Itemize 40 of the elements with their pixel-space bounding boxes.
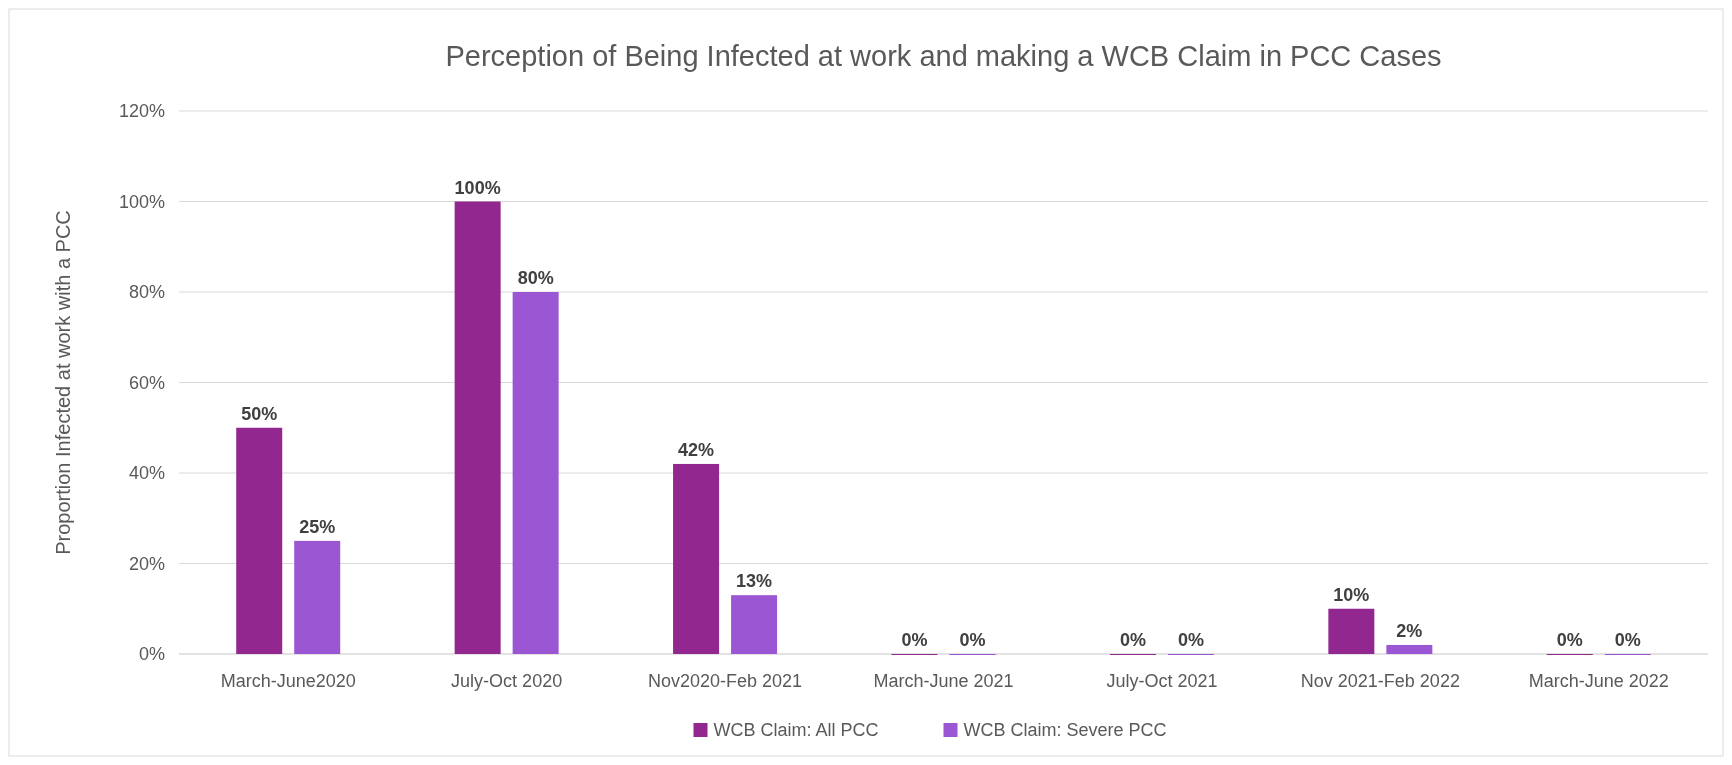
data-label: 25%: [299, 516, 336, 537]
bar: [731, 595, 778, 654]
x-tick-label: Nov2020-Feb 2021: [648, 671, 803, 691]
bar: [512, 292, 559, 654]
y-tick-label: 40%: [128, 463, 165, 484]
data-label: 2%: [1396, 620, 1423, 641]
data-label: 0%: [1556, 630, 1583, 650]
y-tick-label: 0%: [138, 644, 165, 665]
x-tick-label: July-Oct 2021: [1106, 671, 1218, 691]
bar: [236, 427, 283, 654]
y-tick-label: 80%: [128, 282, 165, 303]
data-label: 42%: [678, 439, 715, 460]
x-tick-label: March-June2020: [220, 671, 356, 691]
bar: [454, 201, 501, 654]
data-label: 80%: [517, 268, 554, 288]
legend-label: WCB Claim: Severe PCC: [963, 720, 1167, 741]
y-tick-label: 20%: [128, 553, 165, 574]
legend-label: WCB Claim: All PCC: [713, 720, 879, 741]
data-label: 0%: [1614, 630, 1641, 650]
data-label: 10%: [1333, 584, 1370, 605]
x-tick-label: March-June 2022: [1528, 671, 1669, 691]
data-label: 0%: [959, 630, 986, 650]
y-tick-label: 60%: [128, 372, 165, 393]
chart-title: Perception of Being Infected at work and making a WCB Claim in PCC Cases: [445, 40, 1442, 72]
bar: [294, 540, 341, 654]
y-axis-title: Proportion Infected at work with a PCC: [52, 210, 74, 555]
data-label: 100%: [454, 177, 501, 198]
data-label: 50%: [241, 403, 278, 424]
y-tick-label: 120%: [118, 101, 165, 122]
data-label: 0%: [1119, 630, 1146, 650]
bar: [673, 463, 720, 654]
bar: [1386, 644, 1433, 654]
bar: [1328, 608, 1375, 654]
x-tick-label: March-June 2021: [873, 671, 1014, 691]
y-tick-label: 100%: [118, 191, 165, 212]
data-label: 13%: [736, 571, 773, 592]
x-tick-label: Nov 2021-Feb 2022: [1300, 671, 1460, 691]
data-label: 0%: [901, 630, 928, 650]
x-tick-label: July-Oct 2020: [451, 671, 563, 691]
data-label: 0%: [1177, 630, 1204, 650]
